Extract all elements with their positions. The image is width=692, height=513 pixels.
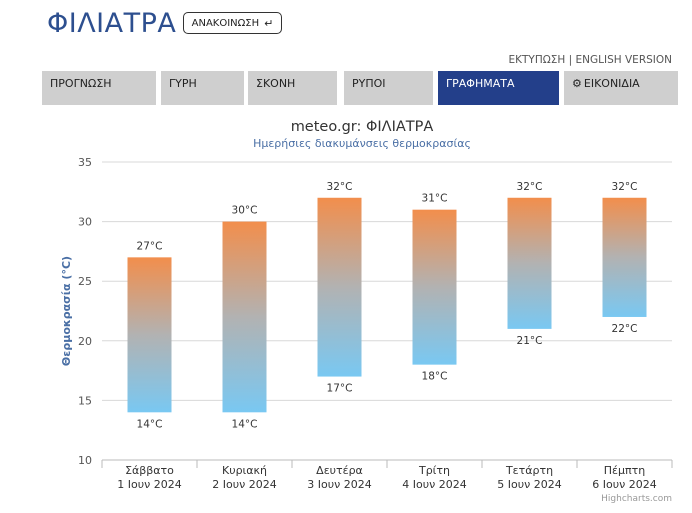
y-tick-label: 25 xyxy=(78,275,92,288)
x-tick-label-day: Πέμπτη xyxy=(604,464,645,477)
tab-label: ΓΡΑΦΗΜΑΤΑ xyxy=(446,77,515,90)
link-separator: | xyxy=(568,54,573,66)
x-tick-label-day: Σάββατο xyxy=(125,464,174,477)
temperature-range-bar xyxy=(127,257,172,413)
x-tick-label-date: 5 Ιουν 2024 xyxy=(497,478,561,491)
tab-label: ΣΚΟΝΗ xyxy=(256,77,296,90)
tab-charts[interactable]: ΓΡΑΦΗΜΑΤΑ xyxy=(438,71,559,105)
temperature-range-bar xyxy=(317,197,362,377)
announcement-button[interactable]: ΑΝΑΚΟΙΝΩΣΗ ↵ xyxy=(183,12,282,34)
return-arrow-icon: ↵ xyxy=(264,16,274,30)
x-tick-label-date: 2 Ιουν 2024 xyxy=(212,478,276,491)
low-temp-label: 14°C xyxy=(137,418,163,430)
high-temp-label: 27°C xyxy=(137,240,163,252)
y-tick-label: 35 xyxy=(78,156,92,169)
low-temp-label: 14°C xyxy=(232,418,258,430)
x-tick-label-date: 3 Ιουν 2024 xyxy=(307,478,371,491)
low-temp-label: 17°C xyxy=(327,383,353,395)
tab-label: ΓΥΡΗ xyxy=(169,77,197,90)
high-temp-label: 32°C xyxy=(327,181,353,193)
temperature-range-bar xyxy=(602,197,647,317)
low-temp-label: 18°C xyxy=(422,371,448,383)
tab-forecast[interactable]: ΠΡΟΓΝΩΣΗ xyxy=(42,71,156,105)
chart-title: meteo.gr: ΦΙΛΙΑΤΡΑ xyxy=(291,119,434,135)
x-tick-label-day: Κυριακή xyxy=(222,464,267,477)
tab-label: ΕΙΚΟΝΙΔΙΑ xyxy=(583,77,640,90)
tab-label: ΡΥΠΟΙ xyxy=(352,77,386,90)
print-link[interactable]: ΕΚΤΥΠΩΣΗ xyxy=(508,54,566,66)
temperature-range-bar xyxy=(222,221,267,413)
y-tick-label: 20 xyxy=(78,335,92,348)
high-temp-label: 31°C xyxy=(422,193,448,205)
gear-icon: ⚙ xyxy=(572,77,582,90)
chart-subtitle: Ημερήσιες διακυμάνσεις θερμοκρασίας xyxy=(253,137,471,150)
x-tick-label-date: 4 Ιουν 2024 xyxy=(402,478,466,491)
y-tick-label: 10 xyxy=(78,454,92,467)
chart-credits[interactable]: Highcharts.com xyxy=(601,494,672,504)
y-tick-label: 15 xyxy=(78,394,92,407)
tab-dust[interactable]: ΣΚΟΝΗ xyxy=(248,71,337,105)
tab-pollutants[interactable]: ΡΥΠΟΙ xyxy=(344,71,433,105)
x-tick-label-day: Δευτέρα xyxy=(316,464,363,477)
temperature-range-bar xyxy=(412,209,457,365)
x-tick-label-date: 6 Ιουν 2024 xyxy=(592,478,656,491)
x-tick-label-day: Τετάρτη xyxy=(505,464,553,477)
y-axis-title: Θερμοκρασία (°C) xyxy=(60,256,73,366)
y-tick-label: 30 xyxy=(78,216,92,229)
page-title: ΦΙΛΙΑΤΡΑ xyxy=(47,8,177,39)
low-temp-label: 21°C xyxy=(517,335,543,347)
high-temp-label: 32°C xyxy=(517,181,543,193)
x-tick-label-date: 1 Ιουν 2024 xyxy=(117,478,181,491)
top-links: ΕΚΤΥΠΩΣΗ | ENGLISH VERSION xyxy=(509,54,673,66)
announcement-label: ΑΝΑΚΟΙΝΩΣΗ xyxy=(191,17,260,29)
tab-icons[interactable]: ⚙ ΕΙΚΟΝΙΔΙΑ xyxy=(564,71,678,105)
low-temp-label: 22°C xyxy=(612,323,638,335)
tab-pollen[interactable]: ΓΥΡΗ xyxy=(161,71,244,105)
high-temp-label: 32°C xyxy=(612,181,638,193)
x-tick-label-day: Τρίτη xyxy=(418,464,450,477)
temperature-range-bar xyxy=(507,197,552,329)
high-temp-label: 30°C xyxy=(232,205,258,217)
tab-label: ΠΡΟΓΝΩΣΗ xyxy=(50,77,112,90)
english-version-link[interactable]: ENGLISH VERSION xyxy=(575,54,672,66)
